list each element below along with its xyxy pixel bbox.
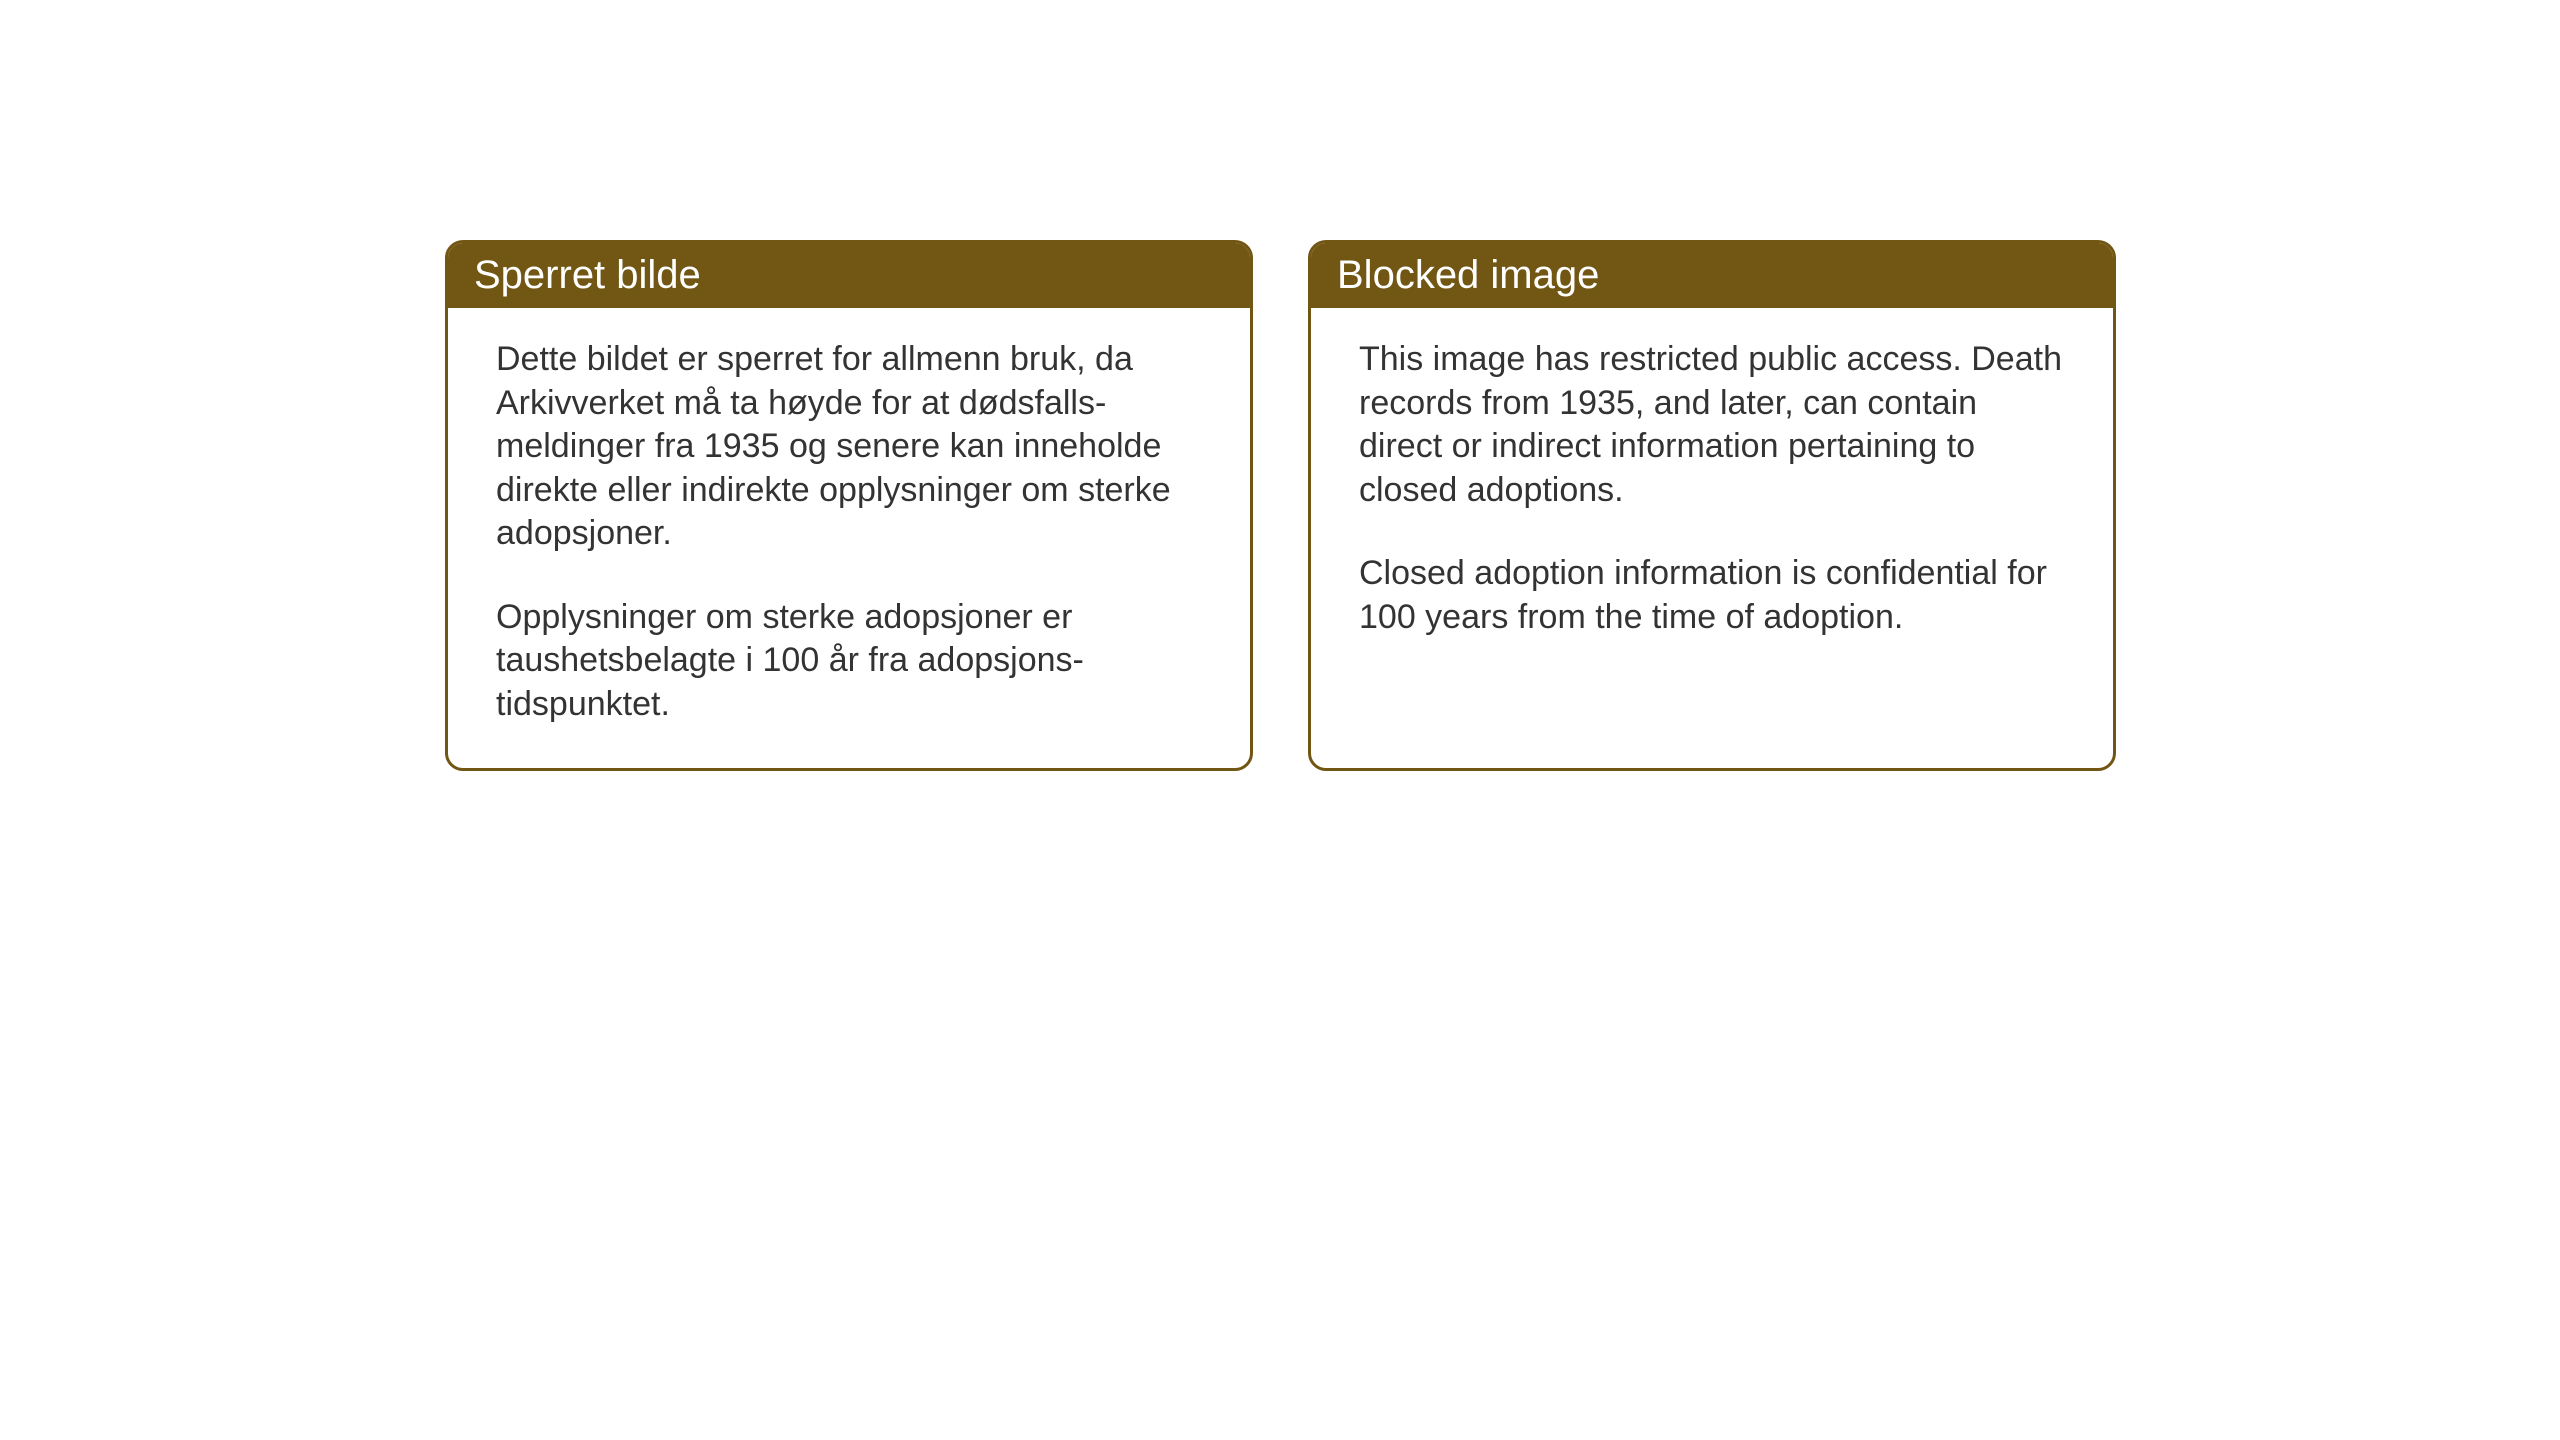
notice-header-english: Blocked image (1311, 243, 2113, 308)
notice-body-norwegian: Dette bildet er sperret for allmenn bruk… (448, 308, 1250, 768)
notice-header-norwegian: Sperret bilde (448, 243, 1250, 308)
notice-paragraph-2-norwegian: Opplysninger om sterke adopsjoner er tau… (496, 596, 1202, 727)
notice-body-english: This image has restricted public access.… (1311, 308, 2113, 723)
notice-paragraph-2-english: Closed adoption information is confident… (1359, 552, 2065, 639)
notice-container: Sperret bilde Dette bildet er sperret fo… (445, 240, 2116, 771)
notice-title-english: Blocked image (1337, 253, 1599, 297)
notice-paragraph-1-english: This image has restricted public access.… (1359, 338, 2065, 512)
notice-title-norwegian: Sperret bilde (474, 253, 701, 297)
notice-paragraph-1-norwegian: Dette bildet er sperret for allmenn bruk… (496, 338, 1202, 556)
notice-box-norwegian: Sperret bilde Dette bildet er sperret fo… (445, 240, 1253, 771)
notice-box-english: Blocked image This image has restricted … (1308, 240, 2116, 771)
